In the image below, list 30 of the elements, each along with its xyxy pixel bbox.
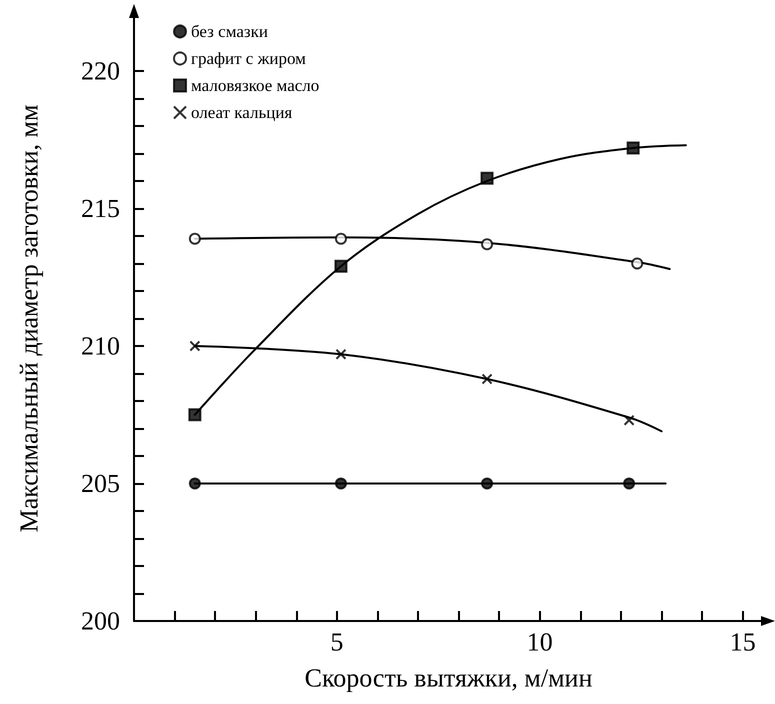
- point: [188, 478, 201, 490]
- x-tick-label: 10: [526, 628, 553, 656]
- point: [481, 478, 494, 490]
- point: [188, 408, 202, 422]
- y-tick-label: 210: [81, 332, 120, 360]
- y-tick-label: 205: [81, 469, 120, 498]
- legend-label: без смазки: [191, 22, 268, 41]
- y-tick-label: 200: [81, 606, 120, 636]
- point: [334, 260, 348, 273]
- point: [480, 172, 494, 185]
- point: [481, 238, 494, 250]
- point: [188, 232, 201, 245]
- y-axis-title: Максимальный диаметр заготовки, мм: [14, 104, 44, 532]
- point: [631, 258, 644, 270]
- point: [334, 478, 347, 490]
- legend-label: олеат кальция: [191, 103, 292, 122]
- point: [334, 232, 347, 245]
- x-tick-label: 15: [730, 628, 756, 656]
- point: [482, 374, 493, 384]
- point: [335, 348, 346, 360]
- point: [189, 340, 200, 352]
- y-tick-label: 220: [81, 56, 120, 86]
- point: [626, 142, 640, 154]
- x-axis-title: Скорость вытяжки, м/мин: [304, 664, 592, 692]
- legend-label: маловязкое масло: [191, 76, 320, 95]
- legend-label: графит с жиром: [191, 49, 306, 68]
- y-tick-label: 215: [81, 194, 120, 223]
- x-tick-label: 5: [330, 628, 344, 656]
- point: [623, 478, 636, 490]
- point: [624, 414, 635, 426]
